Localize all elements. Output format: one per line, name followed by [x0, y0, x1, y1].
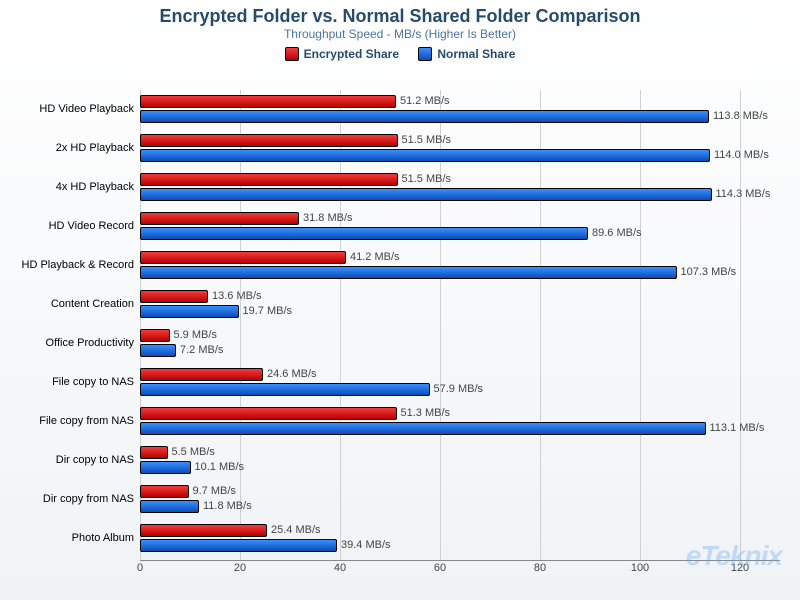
bar-value-encrypted: 5.5 MB/s	[172, 446, 215, 459]
bar-encrypted	[140, 290, 208, 303]
category-label: File copy from NAS	[0, 415, 134, 427]
x-axis-line	[140, 560, 780, 561]
bar-encrypted	[140, 446, 168, 459]
x-tick-label: 80	[534, 562, 546, 574]
category-label: Office Productivity	[0, 337, 134, 349]
bar-value-encrypted: 9.7 MB/s	[193, 485, 236, 498]
bar-value-encrypted: 51.5 MB/s	[402, 134, 452, 147]
bar-normal	[140, 539, 337, 552]
bar-normal	[140, 422, 706, 435]
chart-title: Encrypted Folder vs. Normal Shared Folde…	[0, 6, 800, 27]
chart-subtitle: Throughput Speed - MB/s (Higher Is Bette…	[0, 27, 800, 41]
category-label: Dir copy from NAS	[0, 493, 134, 505]
bar-value-normal: 19.7 MB/s	[243, 305, 293, 318]
bar-value-normal: 57.9 MB/s	[434, 383, 484, 396]
chart-header: Encrypted Folder vs. Normal Shared Folde…	[0, 0, 800, 41]
bar-normal	[140, 266, 677, 279]
legend-label-normal: Normal Share	[437, 47, 515, 61]
bar-value-normal: 113.1 MB/s	[710, 422, 765, 435]
bar-encrypted	[140, 173, 398, 186]
bar-normal	[140, 305, 239, 318]
bar-value-normal: 114.3 MB/s	[716, 188, 771, 201]
bar-encrypted	[140, 134, 398, 147]
bar-value-normal: 39.4 MB/s	[341, 539, 391, 552]
category-label: 2x HD Playback	[0, 142, 134, 154]
bar-value-normal: 107.3 MB/s	[681, 266, 737, 279]
bar-value-encrypted: 51.2 MB/s	[400, 95, 450, 108]
x-axis-labels: 0 20 40 60 80 100 120	[140, 562, 780, 582]
x-tick-label: 20	[234, 562, 246, 574]
bar-value-encrypted: 13.6 MB/s	[212, 290, 262, 303]
category-label: HD Video Record	[0, 220, 134, 232]
bar-normal	[140, 500, 199, 513]
legend-swatch-normal	[418, 47, 432, 61]
bar-value-encrypted: 24.6 MB/s	[267, 368, 317, 381]
bar-encrypted	[140, 368, 263, 381]
legend-item-encrypted: Encrypted Share	[285, 47, 399, 61]
bar-value-normal: 7.2 MB/s	[180, 344, 223, 357]
bar-encrypted	[140, 524, 267, 537]
bar-normal	[140, 188, 712, 201]
bar-value-normal: 89.6 MB/s	[592, 227, 642, 240]
bar-value-normal: 10.1 MB/s	[195, 461, 245, 474]
category-label: HD Video Playback	[0, 103, 134, 115]
x-tick-label: 60	[434, 562, 446, 574]
category-label: 4x HD Playback	[0, 181, 134, 193]
bar-value-normal: 114.0 MB/s	[714, 149, 769, 162]
bar-normal	[140, 383, 430, 396]
bar-normal	[140, 149, 710, 162]
bar-value-normal: 11.8 MB/s	[203, 500, 252, 513]
bar-value-encrypted: 31.8 MB/s	[303, 212, 353, 225]
bar-value-encrypted: 51.3 MB/s	[401, 407, 451, 420]
bar-encrypted	[140, 329, 170, 342]
category-label: Photo Album	[0, 532, 134, 544]
x-tick-label: 100	[631, 562, 649, 574]
bar-normal	[140, 227, 588, 240]
y-axis-labels: HD Video Playback 2x HD Playback 4x HD Pla…	[0, 90, 138, 560]
x-tick-label: 40	[334, 562, 346, 574]
bar-encrypted	[140, 251, 346, 264]
bar-value-encrypted: 5.9 MB/s	[174, 329, 217, 342]
category-label: Dir copy to NAS	[0, 454, 134, 466]
bar-value-encrypted: 25.4 MB/s	[271, 524, 321, 537]
bar-encrypted	[140, 95, 396, 108]
legend-label-encrypted: Encrypted Share	[304, 47, 399, 61]
bar-encrypted	[140, 212, 299, 225]
x-tick-label: 120	[731, 562, 749, 574]
chart-plot-area: 51.2 MB/s 113.8 MB/s 51.5 MB/s 114.0 MB/s 51…	[140, 90, 780, 560]
bar-encrypted	[140, 407, 397, 420]
bar-normal	[140, 344, 176, 357]
bar-value-normal: 113.8 MB/s	[713, 110, 768, 123]
legend-item-normal: Normal Share	[418, 47, 515, 61]
chart-container: Encrypted Folder vs. Normal Shared Folde…	[0, 0, 800, 600]
bar-encrypted	[140, 485, 189, 498]
bar-value-encrypted: 51.5 MB/s	[402, 173, 452, 186]
legend-swatch-encrypted	[285, 47, 299, 61]
x-tick-label: 0	[137, 562, 143, 574]
category-label: Content Creation	[0, 298, 134, 310]
bar-value-encrypted: 41.2 MB/s	[350, 251, 400, 264]
category-label: File copy to NAS	[0, 376, 134, 388]
bar-normal	[140, 110, 709, 123]
category-label: HD Playback & Record	[0, 259, 134, 271]
bar-normal	[140, 461, 191, 474]
chart-legend: Encrypted Share Normal Share	[0, 47, 800, 64]
